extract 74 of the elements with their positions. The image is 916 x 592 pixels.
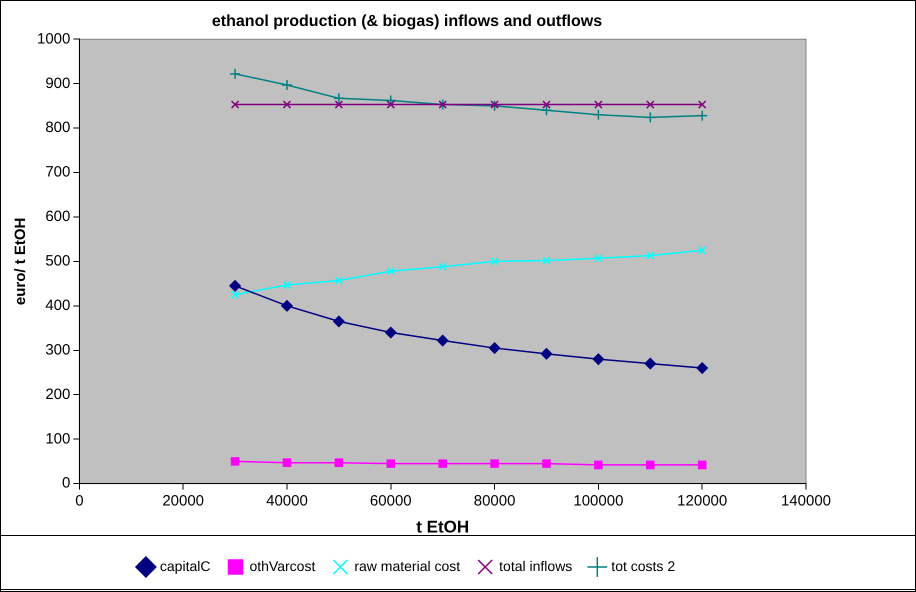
point [698, 246, 706, 255]
y-tick-label: 300 [45, 341, 70, 358]
y-tick-label: 800 [45, 119, 70, 136]
point [646, 251, 655, 260]
point [488, 342, 500, 354]
point [698, 460, 706, 470]
point [592, 109, 604, 120]
point [646, 100, 655, 109]
y-axis-title: euro/ t EtOH [12, 218, 30, 306]
point [542, 100, 551, 109]
point [281, 79, 293, 91]
point [229, 68, 241, 80]
x-tick-label: 80000 [474, 492, 516, 510]
point [542, 256, 551, 265]
point [540, 348, 552, 360]
point [436, 334, 448, 346]
x-tick-label: 40000 [266, 492, 308, 510]
point [282, 280, 292, 290]
point [594, 254, 603, 263]
point [646, 460, 655, 470]
point [488, 100, 500, 112]
point [644, 112, 656, 124]
point [490, 257, 499, 266]
x-tick-label: 20000 [162, 492, 204, 510]
point [230, 100, 240, 109]
point [490, 459, 499, 468]
legend-label: total inflows [499, 558, 572, 574]
point [230, 457, 240, 466]
x-tick-label: 140000 [780, 492, 832, 510]
y-tick-label: 400 [45, 296, 70, 314]
point [592, 353, 604, 365]
point [333, 316, 345, 328]
point [334, 100, 344, 109]
point [696, 362, 708, 374]
point [385, 326, 397, 338]
point [282, 458, 292, 467]
y-tick-label: 1000 [36, 30, 70, 48]
x-tick-label: 120000 [677, 492, 728, 510]
point [229, 280, 241, 292]
point [230, 290, 240, 300]
y-tick-label: 200 [45, 386, 70, 403]
legend-label: raw material cost [354, 558, 460, 574]
point [386, 459, 396, 468]
point [386, 100, 396, 109]
legend-label: othVarcost [249, 558, 316, 574]
point [282, 100, 292, 109]
point [540, 104, 552, 116]
y-tick-label: 900 [45, 74, 70, 92]
y-tick-label: 500 [45, 252, 70, 270]
legend-label: tot costs 2 [611, 558, 676, 574]
y-tick-label: 0 [62, 474, 70, 492]
y-tick-label: 700 [45, 164, 70, 181]
point [334, 458, 344, 467]
point [438, 262, 447, 272]
x-tick-label: 100000 [573, 492, 624, 510]
y-tick-label: 600 [45, 208, 70, 226]
chart-title: ethanol production (& biogas) inflows and outflows [212, 13, 602, 30]
point [542, 459, 551, 468]
x-tick-label: 60000 [370, 492, 412, 510]
point [334, 276, 344, 285]
y-tick-label: 100 [45, 430, 70, 448]
point [490, 100, 499, 109]
point [333, 92, 345, 104]
point [281, 300, 293, 312]
legend-label: capitalC [160, 558, 210, 574]
point [438, 459, 447, 468]
point [696, 110, 708, 122]
point [594, 460, 603, 470]
x-axis-title: t EtOH [416, 517, 470, 536]
point [644, 358, 656, 370]
point [698, 100, 706, 109]
point [386, 266, 396, 276]
point [594, 100, 603, 109]
x-tick-label: 0 [75, 492, 84, 510]
